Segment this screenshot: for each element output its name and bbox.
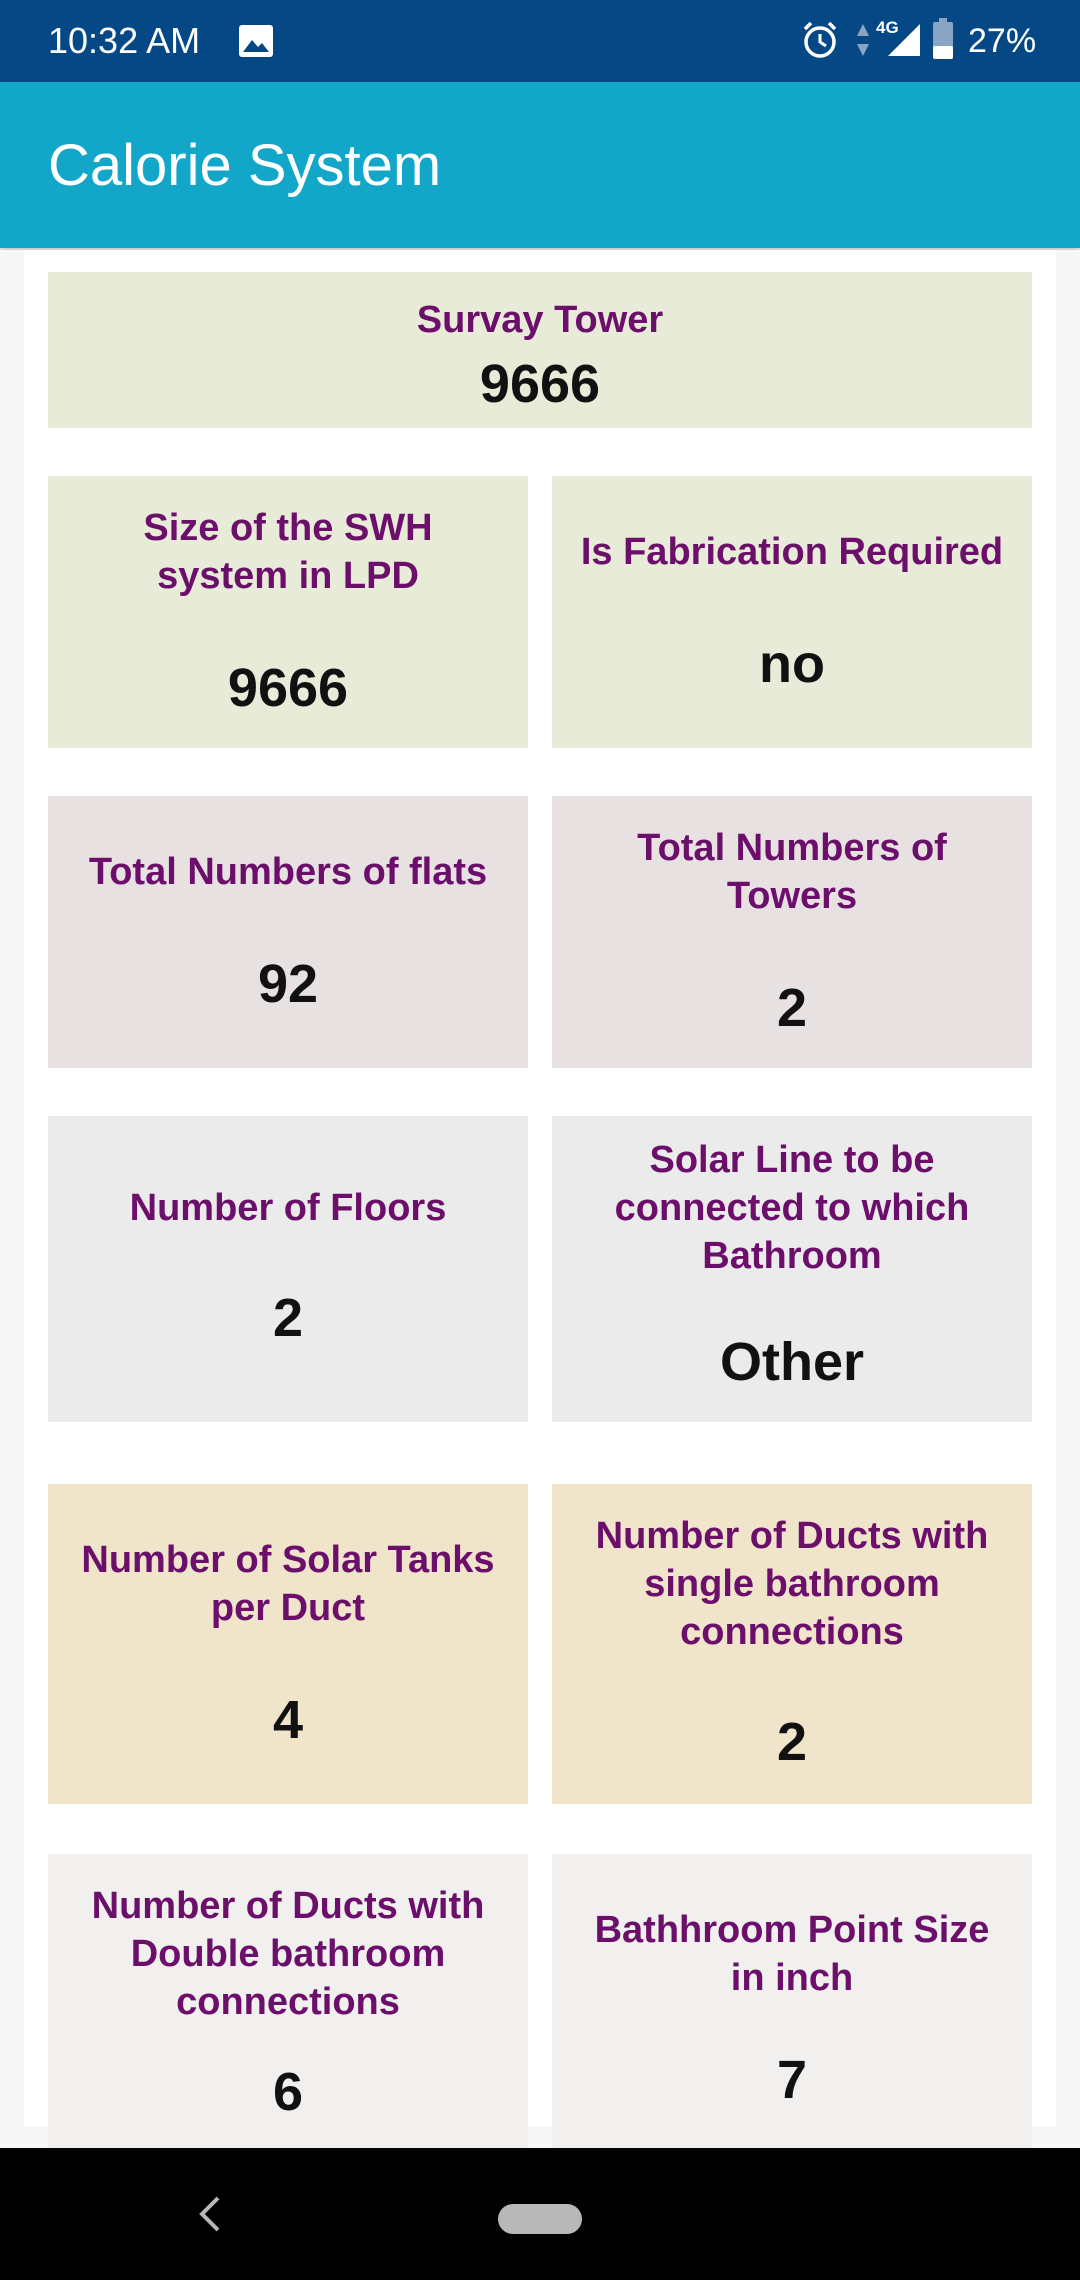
- double-bathroom-ducts-card: Number of Ducts with Double bathroom con…: [48, 1854, 528, 2148]
- card-value: 2: [272, 1288, 304, 1348]
- app-bar: Calorie System: [0, 82, 1080, 248]
- card-label: Number of Solar Tanks per Duct: [81, 1539, 495, 1629]
- bathroom-point-size-card: Bathhroom Point Size in inch 7: [552, 1854, 1032, 2148]
- scroll-content[interactable]: Survay Tower 9666 Size of the SWH system…: [0, 250, 1080, 2148]
- card-value: 9666: [227, 658, 349, 718]
- card-value: 4: [272, 1690, 304, 1750]
- card-label: Number of Ducts with single bathroom con…: [595, 1515, 989, 1653]
- card-label: Is Fabrication Required: [580, 531, 1004, 573]
- card-label: Total Numbers of flats: [88, 851, 488, 893]
- number-of-floors-card: Number of Floors 2: [48, 1116, 528, 1422]
- card-value: Other: [719, 1332, 865, 1392]
- single-bathroom-ducts-card: Number of Ducts with single bathroom con…: [552, 1484, 1032, 1804]
- battery-icon: [933, 18, 953, 59]
- battery-percentage: 27%: [968, 22, 1037, 60]
- card-label: Survay Tower: [416, 299, 664, 341]
- network-type-label: 4G: [876, 18, 899, 37]
- card-value: 2: [776, 1712, 808, 1772]
- card-label: Size of the SWH system in LPD: [143, 507, 433, 597]
- card-value: 92: [257, 954, 319, 1014]
- status-bar: 10:32 AM 4G 27%: [0, 0, 1080, 82]
- total-towers-card: Total Numbers of Towers 2: [552, 796, 1032, 1068]
- solar-line-bathroom-card: Solar Line to be connected to which Bath…: [552, 1116, 1032, 1422]
- status-time: 10:32 AM: [48, 20, 201, 61]
- swh-size-card: Size of the SWH system in LPD 9666: [48, 476, 528, 748]
- back-icon[interactable]: [196, 2194, 224, 2234]
- image-icon: [239, 25, 273, 57]
- content-sheet: Survay Tower 9666 Size of the SWH system…: [24, 250, 1056, 2148]
- card-value: 2: [776, 978, 808, 1038]
- signal-icon: [888, 24, 920, 56]
- card-value: 7: [776, 2050, 808, 2110]
- data-arrows-icon: [857, 24, 869, 56]
- card-label: Bathhroom Point Size in inch: [594, 1909, 990, 1999]
- solar-tanks-per-duct-card: Number of Solar Tanks per Duct 4: [48, 1484, 528, 1804]
- card-value: no: [759, 634, 825, 694]
- total-flats-card: Total Numbers of flats 92: [48, 796, 528, 1068]
- navigation-bar: [0, 2148, 1080, 2280]
- card-value: 9666: [479, 354, 601, 414]
- fabrication-required-card: Is Fabrication Required no: [552, 476, 1032, 748]
- card-label: Number of Floors: [129, 1187, 447, 1229]
- app-title: Calorie System: [48, 133, 442, 198]
- survay-tower-card: Survay Tower 9666: [48, 272, 1032, 428]
- card-label: Number of Ducts with Double bathroom con…: [91, 1885, 485, 2023]
- home-button[interactable]: [498, 2204, 582, 2234]
- card-value: 6: [272, 2062, 304, 2122]
- card-label: Total Numbers of Towers: [637, 827, 947, 917]
- card-label: Solar Line to be connected to which Bath…: [614, 1139, 970, 1277]
- alarm-icon: [803, 21, 837, 58]
